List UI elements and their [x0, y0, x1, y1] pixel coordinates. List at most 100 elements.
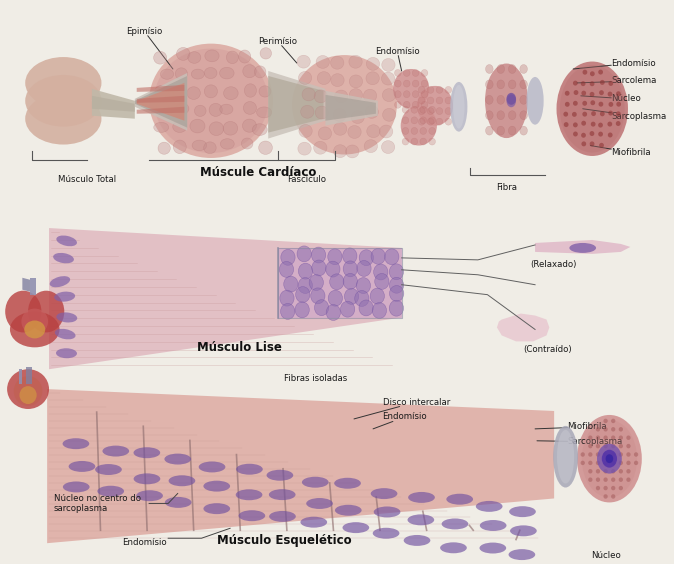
Ellipse shape	[582, 112, 587, 117]
Ellipse shape	[371, 248, 386, 265]
Ellipse shape	[243, 65, 256, 78]
Ellipse shape	[497, 95, 505, 104]
Ellipse shape	[257, 107, 272, 118]
Ellipse shape	[372, 302, 386, 319]
Ellipse shape	[315, 299, 329, 316]
Ellipse shape	[204, 85, 218, 98]
Ellipse shape	[619, 469, 623, 474]
Polygon shape	[497, 314, 549, 341]
Ellipse shape	[611, 461, 615, 465]
Ellipse shape	[317, 72, 330, 85]
Ellipse shape	[330, 56, 344, 69]
Text: Perimísio: Perimísio	[258, 37, 297, 63]
Ellipse shape	[420, 127, 427, 134]
Ellipse shape	[590, 81, 594, 86]
Ellipse shape	[590, 71, 594, 76]
Ellipse shape	[402, 127, 409, 134]
Ellipse shape	[603, 469, 608, 474]
Ellipse shape	[328, 290, 342, 306]
Ellipse shape	[173, 121, 187, 133]
Ellipse shape	[204, 68, 217, 78]
Ellipse shape	[192, 140, 207, 151]
Ellipse shape	[373, 506, 400, 517]
Text: Múscule Cardíaco: Múscule Cardíaco	[200, 166, 317, 179]
Ellipse shape	[343, 274, 357, 289]
Ellipse shape	[590, 131, 594, 136]
Ellipse shape	[619, 427, 623, 431]
Ellipse shape	[611, 452, 615, 457]
Ellipse shape	[603, 478, 608, 482]
Ellipse shape	[599, 90, 604, 95]
Ellipse shape	[582, 91, 586, 96]
Ellipse shape	[626, 452, 631, 457]
Ellipse shape	[611, 444, 615, 448]
Ellipse shape	[168, 475, 195, 486]
Text: Disco intercalar: Disco intercalar	[354, 398, 450, 419]
Ellipse shape	[520, 111, 528, 120]
Ellipse shape	[577, 415, 642, 503]
Ellipse shape	[520, 64, 528, 73]
Ellipse shape	[600, 80, 605, 85]
Ellipse shape	[344, 288, 359, 305]
Ellipse shape	[284, 276, 298, 292]
Ellipse shape	[485, 80, 493, 89]
Ellipse shape	[385, 249, 399, 265]
Polygon shape	[278, 248, 402, 318]
Ellipse shape	[509, 549, 535, 560]
Ellipse shape	[254, 66, 266, 78]
Ellipse shape	[404, 102, 410, 108]
Ellipse shape	[298, 277, 313, 293]
Ellipse shape	[299, 125, 312, 138]
Ellipse shape	[445, 97, 452, 104]
Ellipse shape	[427, 97, 434, 104]
Ellipse shape	[220, 67, 234, 79]
Ellipse shape	[205, 50, 219, 62]
Ellipse shape	[245, 84, 256, 97]
Ellipse shape	[359, 250, 373, 266]
Ellipse shape	[420, 117, 427, 124]
Ellipse shape	[526, 77, 544, 125]
Text: (Relaxado): (Relaxado)	[530, 261, 577, 270]
Ellipse shape	[557, 430, 574, 483]
Ellipse shape	[429, 106, 435, 113]
Ellipse shape	[603, 452, 608, 457]
Ellipse shape	[596, 461, 600, 465]
Ellipse shape	[598, 122, 603, 127]
Ellipse shape	[446, 494, 473, 505]
Ellipse shape	[485, 64, 528, 138]
Ellipse shape	[334, 478, 361, 489]
Ellipse shape	[390, 285, 404, 301]
Ellipse shape	[402, 106, 409, 113]
Ellipse shape	[53, 253, 74, 263]
Ellipse shape	[588, 461, 592, 465]
Ellipse shape	[602, 450, 617, 468]
Ellipse shape	[390, 277, 404, 293]
Ellipse shape	[421, 102, 428, 108]
Ellipse shape	[404, 69, 410, 77]
Polygon shape	[92, 96, 135, 112]
Ellipse shape	[154, 49, 268, 153]
Ellipse shape	[343, 261, 357, 277]
Ellipse shape	[616, 102, 621, 107]
Polygon shape	[137, 85, 185, 92]
Ellipse shape	[160, 69, 174, 80]
Ellipse shape	[419, 86, 425, 94]
Ellipse shape	[582, 142, 586, 146]
Ellipse shape	[485, 95, 493, 104]
Ellipse shape	[335, 505, 362, 515]
Ellipse shape	[269, 511, 296, 522]
Ellipse shape	[13, 376, 42, 406]
Ellipse shape	[281, 249, 295, 265]
Ellipse shape	[10, 311, 59, 347]
Ellipse shape	[315, 106, 328, 119]
Ellipse shape	[607, 122, 612, 126]
Ellipse shape	[603, 461, 608, 465]
Ellipse shape	[173, 140, 186, 153]
Ellipse shape	[25, 75, 102, 127]
Ellipse shape	[497, 64, 505, 73]
Ellipse shape	[611, 486, 615, 490]
Ellipse shape	[412, 102, 419, 108]
Polygon shape	[92, 89, 135, 118]
Ellipse shape	[330, 274, 344, 290]
Ellipse shape	[596, 478, 600, 482]
